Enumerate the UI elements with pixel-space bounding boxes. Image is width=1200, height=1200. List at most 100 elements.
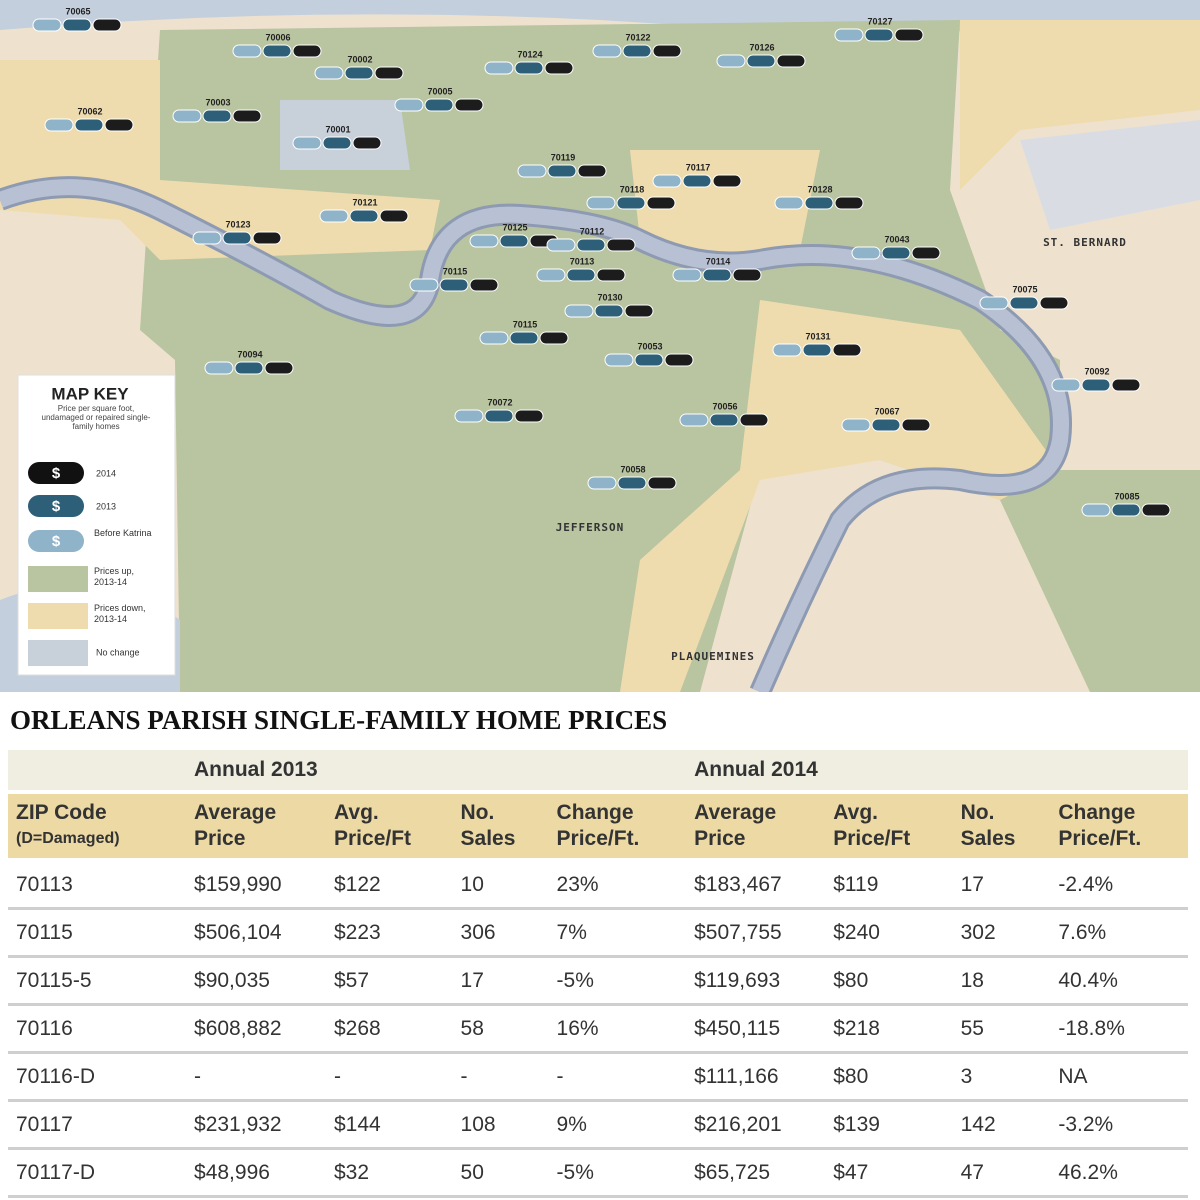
zip-label: 70128 <box>807 184 832 194</box>
table-cell: 70116 <box>8 1004 187 1054</box>
group-cell: Annual 2014 <box>686 750 1188 794</box>
zip-label: 70072 <box>487 397 512 407</box>
table-cell: $32 <box>326 1148 453 1198</box>
price-pill <box>606 238 636 252</box>
table-cell: -3.2% <box>1050 1100 1188 1150</box>
zip-label: 70058 <box>620 464 645 474</box>
table-cell: -5% <box>548 1148 687 1198</box>
zip-label: 70053 <box>637 341 662 351</box>
table-cell: 9% <box>548 1100 687 1150</box>
table-cell: $159,990 <box>186 860 326 910</box>
price-pill <box>172 109 202 123</box>
header-cell: Average Price <box>186 792 326 862</box>
table-cell: 17 <box>452 956 549 1006</box>
price-pill <box>566 268 596 282</box>
key-label: No change <box>96 647 140 657</box>
price-pill <box>901 418 931 432</box>
table-row: 70113 $159,990 $122 10 23% $183,467 $119 17 -2.4… <box>8 860 1188 910</box>
key-label: 2014 <box>96 468 116 478</box>
table-cell: $90,035 <box>186 956 326 1006</box>
key-label-box: Before Katrina <box>94 528 152 538</box>
table-cell: $144 <box>326 1100 453 1150</box>
table-cell: 306 <box>452 908 549 958</box>
header-cell: Average Price <box>686 792 826 862</box>
key-label: Prices down, 2013-14 <box>94 603 146 624</box>
zip-label: 70112 <box>580 226 605 236</box>
price-pill <box>544 61 574 75</box>
zip-label: 70115 <box>443 266 468 276</box>
header-line: ZIP Code <box>16 801 107 824</box>
price-pill <box>594 304 624 318</box>
price-pill <box>1081 503 1111 517</box>
header-line: No. <box>460 801 495 824</box>
price-pill <box>394 98 424 112</box>
table-cell: -2.4% <box>1050 860 1188 910</box>
price-pill <box>564 304 594 318</box>
price-pill <box>319 209 349 223</box>
price-pill <box>881 246 911 260</box>
key-label: Before Katrina <box>94 528 152 538</box>
zip-label: 70121 <box>352 197 377 207</box>
zip-label: 70006 <box>265 32 290 42</box>
price-pill <box>672 268 702 282</box>
table-cell: $80 <box>825 1052 953 1102</box>
price-pill <box>979 296 1009 310</box>
price-pill <box>1051 378 1081 392</box>
table-row: 70115-5 $90,035 $57 17 -5% $119,693 $80 18 40.4% <box>8 956 1188 1006</box>
price-pill <box>74 118 104 132</box>
zip-label: 70056 <box>712 401 737 411</box>
zip-label: 70062 <box>77 106 102 116</box>
price-pill <box>479 331 509 345</box>
price-pill <box>499 234 529 248</box>
price-pill <box>679 413 709 427</box>
table-row: 70117 $231,932 $144 108 9% $216,201 $139 142 -3.… <box>8 1100 1188 1150</box>
price-pill <box>709 413 739 427</box>
price-pill <box>292 44 322 58</box>
price-pill <box>262 44 292 58</box>
price-pill <box>232 109 262 123</box>
key-swatch <box>28 603 88 629</box>
zip-label: 70118 <box>620 184 645 194</box>
header-cell: Change Price/Ft. <box>548 792 687 862</box>
group-row: Annual 2013 Annual 2014 <box>8 750 1188 794</box>
land-down <box>620 300 1060 692</box>
price-pill <box>439 278 469 292</box>
table-cell: $506,104 <box>186 908 326 958</box>
table-cell: $47 <box>825 1148 953 1198</box>
zip-label: 70122 <box>625 32 650 42</box>
table-cell: 17 <box>952 860 1051 910</box>
zip-label: 70067 <box>874 406 899 416</box>
price-pill <box>596 268 626 282</box>
price-pill <box>841 418 871 432</box>
table-cell: - <box>548 1052 687 1102</box>
table-cell: 7% <box>548 908 687 958</box>
key-pill-label: $ <box>52 533 61 550</box>
zip-label: 70127 <box>867 16 892 26</box>
price-pill <box>592 44 622 58</box>
table-cell: $223 <box>326 908 453 958</box>
zip-label: 70131 <box>805 331 830 341</box>
zip-label: 70094 <box>237 349 262 359</box>
price-pill <box>647 476 677 490</box>
zip-label: 70085 <box>1114 491 1139 501</box>
price-pill <box>617 476 647 490</box>
header-cell: Avg. Price/Ft <box>326 792 453 862</box>
key-label-box: Prices down, 2013-14 <box>94 603 146 624</box>
zip-label: 70117 <box>686 162 711 172</box>
key-title: MAP KEY <box>51 384 129 403</box>
price-pill <box>586 196 616 210</box>
price-pill <box>374 66 404 80</box>
price-pill <box>454 409 484 423</box>
price-pill <box>469 234 499 248</box>
table-cell: 70113 <box>8 860 187 910</box>
price-pill <box>911 246 941 260</box>
key-pill-label: $ <box>52 498 61 515</box>
table-cell: $507,755 <box>686 908 826 958</box>
zip-label: 70065 <box>65 6 90 16</box>
group-cell: Annual 2013 <box>186 750 687 794</box>
table-cell: $57 <box>326 956 453 1006</box>
price-pill <box>864 28 894 42</box>
header-line: Change <box>1058 801 1136 824</box>
table-cell: 142 <box>952 1100 1051 1150</box>
